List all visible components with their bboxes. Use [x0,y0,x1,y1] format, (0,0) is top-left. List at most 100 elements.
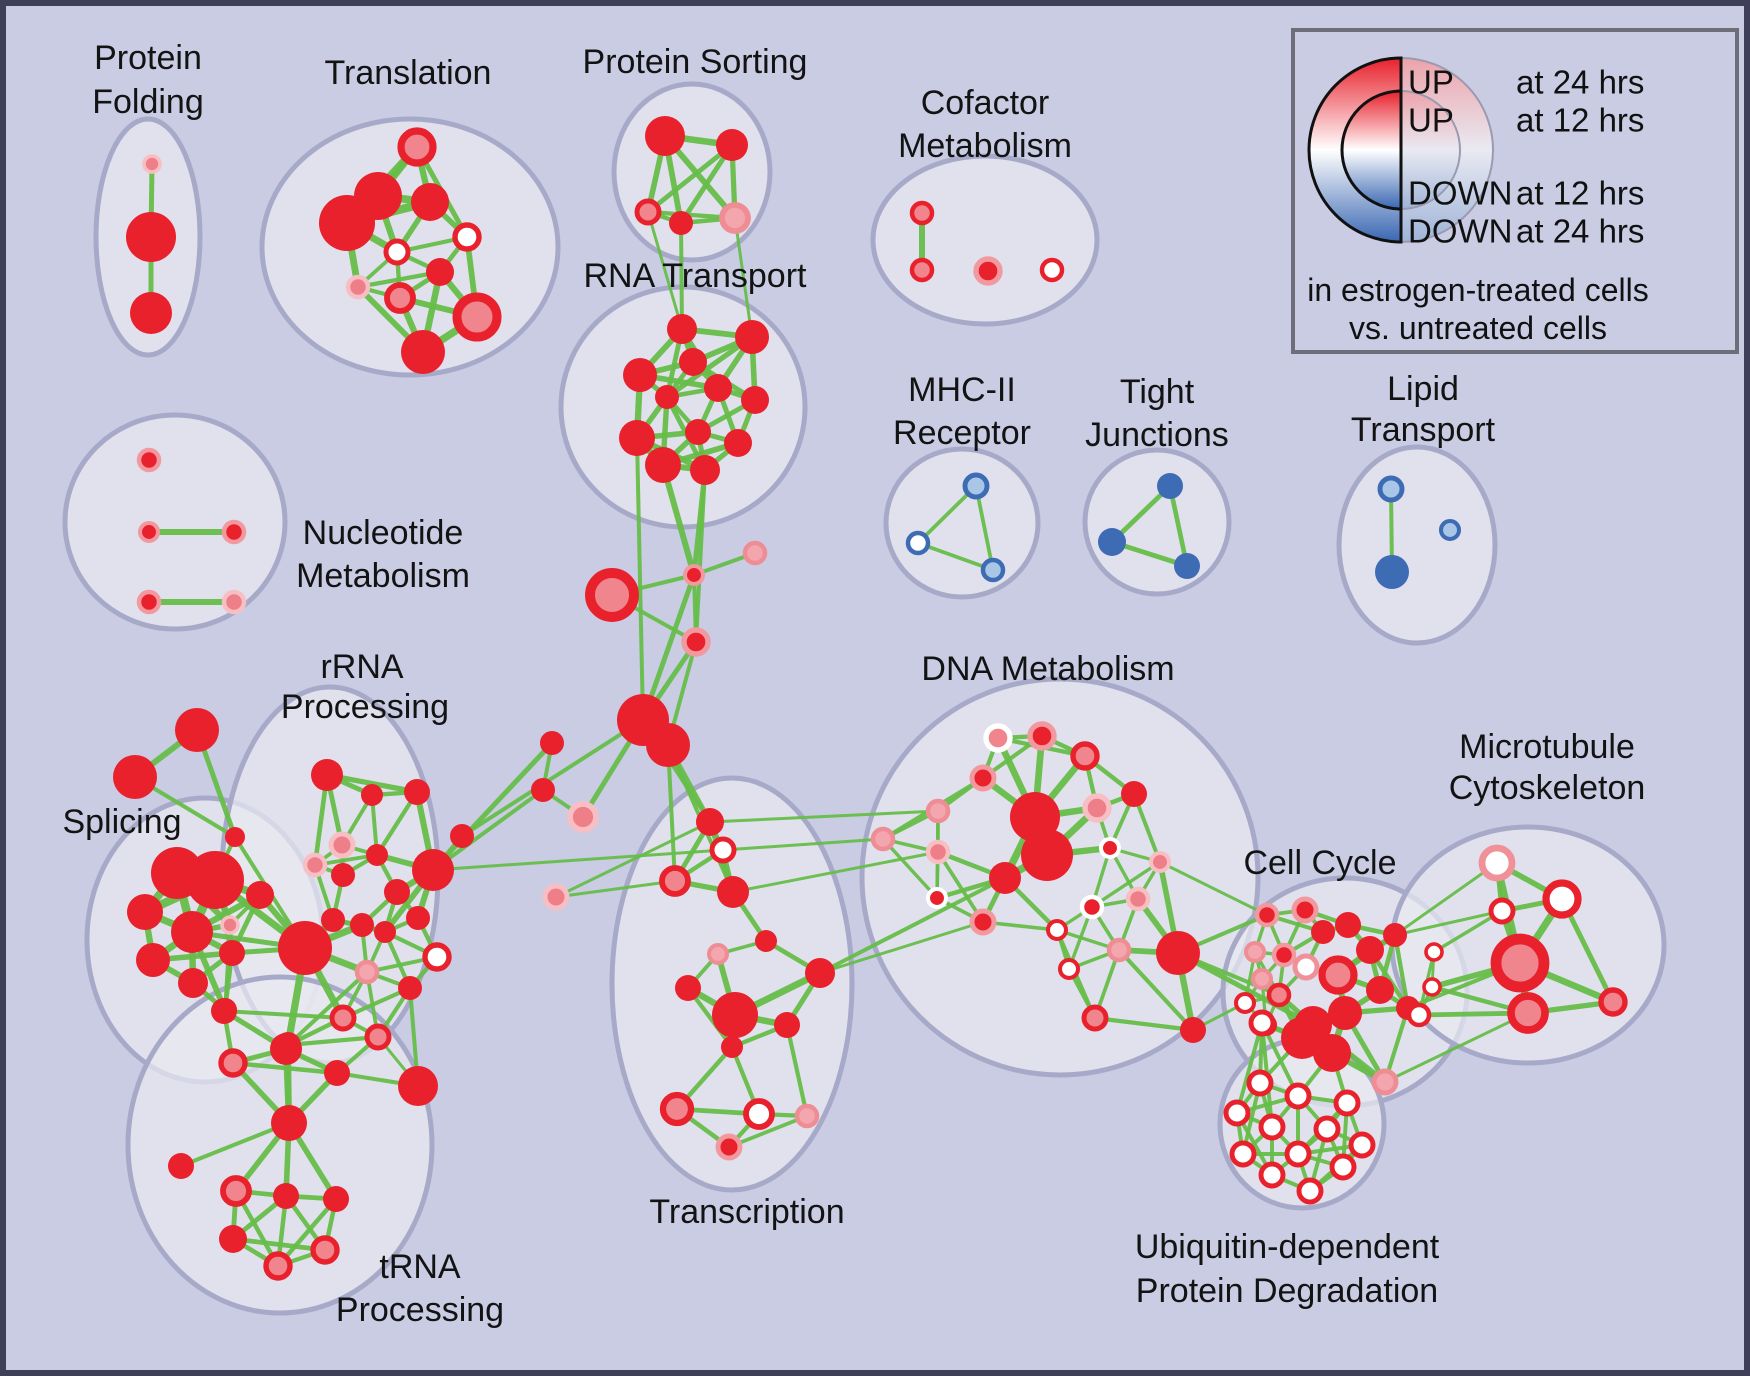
network-node-cell-cycle [1250,967,1274,991]
network-node-nucleotide-metabolism [136,589,162,615]
network-node-translation [345,274,371,300]
network-node-ubiquitin-degradation [1284,1082,1312,1110]
network-edge [1235,1021,1264,1115]
cluster-ellipse-lipid-transport [1336,444,1498,646]
network-edge [285,969,370,1048]
network-node-cell-cycle [1292,953,1320,981]
network-node-translation [426,258,454,286]
network-node-lipid-transport [1377,475,1405,503]
network-edge [1167,483,1190,569]
network-node-cell-cycle [1313,1034,1351,1072]
network-edge [731,850,940,894]
network-node-transcription [755,930,777,952]
network-node-cofactor-metabolism [1039,257,1065,283]
network-node-rna-transport [619,420,655,456]
network-node-tight-junctions [1174,553,1200,579]
network-node-transcription [706,942,730,966]
network-node-trna-processing [220,1175,252,1207]
network-node-translation [397,127,437,167]
network-node-cell-cycle [1281,1017,1323,1059]
network-edge [784,1022,810,1119]
network-node-rrna-processing [404,779,430,805]
network-edge [222,1009,345,1020]
legend-time-3: at 24 hrs [1516,213,1644,250]
network-node-protein-sorting [719,202,751,234]
network-node-splicing [178,968,208,998]
network-node-transcription [794,1103,820,1129]
network-edge [1383,1011,1530,1084]
network-node-protein-sorting [634,198,662,226]
network-node-translation [452,222,482,252]
cluster-label-protein-folding: Protein [94,39,202,77]
network-node-linker-nodes [681,627,711,657]
network-node-rrna-processing [422,942,452,972]
network-node-protein-folding [130,292,172,334]
network-edge [554,879,677,899]
network-node-linker-nodes [531,778,555,802]
network-node-translation [384,282,416,314]
cluster-label-translation: Translation [325,54,492,92]
network-node-splicing [186,851,244,909]
network-node-cell-cycle [1233,991,1257,1015]
network-edge [916,484,978,545]
cluster-label-lipid-transport: Transport [1351,411,1496,449]
legend-time-0: at 24 hrs [1516,64,1644,101]
cluster-label-nucleotide-metabolism: Metabolism [296,557,470,595]
network-node-rrna-processing [384,879,410,905]
network-edge [733,216,754,339]
network-edge [936,850,985,924]
network-node-lipid-transport [1375,555,1409,589]
network-node-transcription [696,808,724,836]
network-node-translation [319,195,375,251]
network-node-ubiquitin-degradation [1258,1161,1286,1189]
network-node-linker-nodes [542,883,570,911]
network-node-dna-metabolism [870,826,896,852]
network-node-cell-cycle [1356,936,1384,964]
network-node-ubiquitin-degradation [1248,1009,1276,1037]
network-node-dna-metabolism [989,862,1021,894]
network-edge [1116,947,1196,1033]
network-node-cell-cycle [1318,955,1358,995]
network-node-trna-processing [263,1251,293,1281]
network-edge [818,876,1007,975]
cluster-label-microtubule-cytoskeleton: Microtubule [1459,728,1635,766]
network-node-cell-cycle [1254,902,1280,928]
legend-caption-1: vs. untreated cells [1349,310,1607,346]
network-edge [666,743,677,883]
network-node-translation [383,238,411,266]
network-edge [916,541,995,572]
network-node-linker-nodes [585,568,639,622]
network-node-trna-processing [218,1048,248,1078]
network-node-rrna-processing [321,908,345,932]
network-node-cofactor-metabolism [973,256,1003,286]
network-node-protein-sorting [669,211,693,235]
network-edge [645,142,735,215]
legend-direction-3: DOWN [1408,213,1512,250]
cluster-ellipse-trna-processing [125,974,435,1316]
network-node-linker-nodes [450,824,474,848]
network-node-ubiquitin-degradation [1348,1131,1376,1159]
network-node-rna-transport [667,314,697,344]
network-node-rna-transport [690,455,720,485]
network-edge [660,462,697,578]
network-nodes [113,116,1628,1281]
legend-caption-0: in estrogen-treated cells [1307,272,1649,308]
network-node-splicing [220,915,240,935]
network-node-ubiquitin-degradation [1258,1113,1286,1141]
network-node-rrna-processing [302,852,328,878]
network-node-ubiquitin-degradation [1246,1069,1274,1097]
network-node-splicing [127,894,163,930]
network-node-ubiquitin-degradation [1313,1115,1341,1143]
network-edge [881,837,939,900]
network-node-cell-cycle [1366,976,1394,1004]
network-node-microtubule-cytoskeleton [1478,844,1516,882]
cluster-label-rrna-processing: Processing [281,688,449,726]
network-node-linker-nodes [113,755,157,799]
network-node-linker-nodes [742,540,768,566]
network-node-cell-cycle [1243,940,1267,964]
network-node-splicing [219,940,245,966]
network-node-nucleotide-metabolism [221,519,247,545]
network-node-protein-sorting [716,129,748,161]
